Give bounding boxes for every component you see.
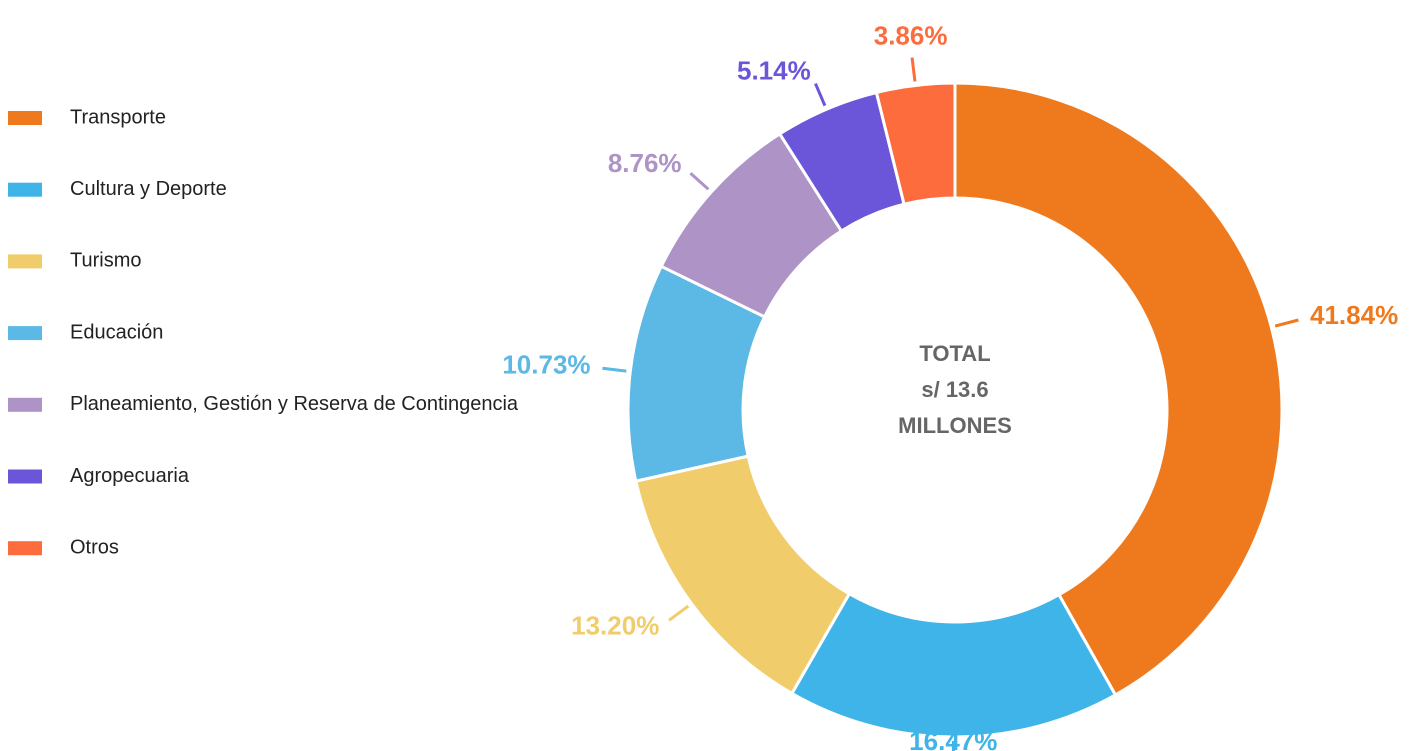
legend-text: Agropecuaria: [70, 465, 190, 487]
legend-swatch: [8, 541, 42, 556]
value-label: 8.76%: [608, 148, 682, 178]
leader-line: [689, 172, 710, 191]
legend-text: Educación: [70, 321, 163, 343]
value-label: 10.73%: [502, 350, 590, 380]
leader-line: [1274, 318, 1299, 328]
value-label: 16.47%: [909, 726, 997, 751]
legend-swatch: [8, 326, 42, 341]
donut-slice: [874, 81, 957, 207]
donut-slice: [953, 81, 1284, 697]
legend-swatch: [8, 397, 42, 412]
center-label: MILLONES: [898, 413, 1012, 438]
leader-line: [814, 82, 827, 107]
legend-text: Cultura y Deporte: [70, 178, 227, 200]
leader-line: [668, 604, 690, 622]
value-label: 5.14%: [737, 55, 811, 85]
center-label: s/ 13.6: [921, 377, 988, 402]
donut-slice: [789, 591, 1118, 739]
value-label: 41.84%: [1310, 300, 1398, 330]
leader-line: [602, 366, 627, 373]
legend-text: Turismo: [70, 250, 141, 272]
legend-swatch: [8, 111, 42, 125]
legend-swatch: [8, 469, 42, 484]
leader-line: [910, 57, 917, 82]
legend-text: Planeamiento, Gestión y Reserva de Conti…: [70, 393, 519, 415]
legend-text: Otros: [70, 536, 119, 558]
legend-text: Transporte: [70, 106, 166, 128]
legend-swatch: [8, 254, 42, 269]
legend-swatch: [8, 182, 42, 197]
center-label: TOTAL: [919, 341, 990, 366]
value-label: 3.86%: [874, 21, 948, 51]
value-label: 13.20%: [571, 610, 659, 640]
